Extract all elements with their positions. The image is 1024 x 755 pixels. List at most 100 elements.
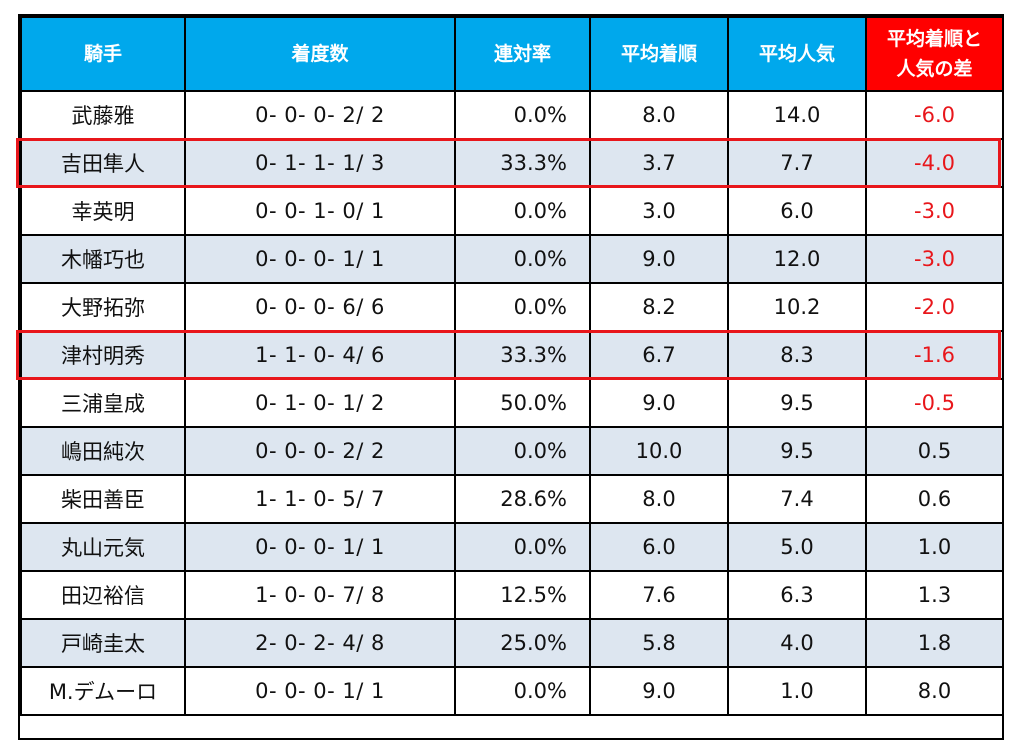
cell-record: 0- 0- 0- 2/ 2	[184, 426, 456, 476]
cell-avg-pop: 6.3	[727, 570, 867, 620]
header-diff-line1: 平均着順と	[886, 28, 982, 50]
cell-rank-pop-diff: -2.0	[865, 282, 1004, 332]
table-row: 嶋田純次 0- 0- 0- 2/ 2 0.0% 10.0 9.5 0.5	[20, 426, 1004, 476]
table-row: 柴田善臣 1- 1- 0- 5/ 7 28.6% 8.0 7.4 0.6	[20, 474, 1004, 524]
cell-rate: 0.0%	[454, 282, 591, 332]
cell-rate: 0.0%	[454, 90, 591, 140]
table-row: M.デムーロ 0- 0- 0- 1/ 1 0.0% 9.0 1.0 8.0	[20, 666, 1004, 716]
table-row: 三浦皇成 0- 1- 0- 1/ 2 50.0% 9.0 9.5 -0.5	[20, 378, 1004, 428]
cell-avg-rank: 6.0	[589, 522, 729, 572]
cell-rate: 25.0%	[454, 618, 591, 668]
table-row: 吉田隼人 0- 1- 1- 1/ 3 33.3% 3.7 7.7 -4.0	[20, 138, 1004, 188]
cell-avg-rank: 6.7	[589, 330, 729, 380]
cell-avg-pop: 7.7	[727, 138, 867, 188]
header-rank-pop-diff: 平均着順と 人気の差	[865, 16, 1004, 92]
cell-jockey: 柴田善臣	[20, 474, 186, 524]
table-row: 武藤雅 0- 0- 0- 2/ 2 0.0% 8.0 14.0 -6.0	[20, 90, 1004, 140]
cell-avg-rank: 9.0	[589, 234, 729, 284]
cell-avg-rank: 8.0	[589, 90, 729, 140]
cell-rate: 50.0%	[454, 378, 591, 428]
cell-rank-pop-diff: 1.8	[865, 618, 1004, 668]
cell-rate: 0.0%	[454, 426, 591, 476]
cell-avg-pop: 4.0	[727, 618, 867, 668]
cell-rank-pop-diff: 0.6	[865, 474, 1004, 524]
cell-rate: 0.0%	[454, 522, 591, 572]
table-row: 大野拓弥 0- 0- 0- 6/ 6 0.0% 8.2 10.2 -2.0	[20, 282, 1004, 332]
cell-avg-pop: 14.0	[727, 90, 867, 140]
cell-record: 0- 0- 1- 0/ 1	[184, 186, 456, 236]
table-row: 戸崎圭太 2- 0- 2- 4/ 8 25.0% 5.8 4.0 1.8	[20, 618, 1004, 668]
cell-rank-pop-diff: -0.5	[865, 378, 1004, 428]
cell-jockey: 丸山元気	[20, 522, 186, 572]
cell-rank-pop-diff: 1.3	[865, 570, 1004, 620]
header-record: 着度数	[184, 16, 456, 92]
cell-record: 0- 0- 0- 2/ 2	[184, 90, 456, 140]
cell-jockey: 嶋田純次	[20, 426, 186, 476]
cell-rate: 33.3%	[454, 330, 591, 380]
cell-avg-rank: 9.0	[589, 378, 729, 428]
cell-record: 0- 0- 0- 1/ 1	[184, 234, 456, 284]
cell-avg-rank: 8.2	[589, 282, 729, 332]
table-row: 津村明秀 1- 1- 0- 4/ 6 33.3% 6.7 8.3 -1.6	[20, 330, 1004, 380]
cell-avg-rank: 3.0	[589, 186, 729, 236]
header-rate: 連対率	[454, 16, 591, 92]
cell-rate: 0.0%	[454, 186, 591, 236]
cell-jockey: 吉田隼人	[20, 138, 186, 188]
cell-avg-pop: 8.3	[727, 330, 867, 380]
cell-avg-pop: 5.0	[727, 522, 867, 572]
cell-avg-rank: 3.7	[589, 138, 729, 188]
cell-rank-pop-diff: -3.0	[865, 234, 1004, 284]
cell-avg-pop: 7.4	[727, 474, 867, 524]
cell-avg-rank: 8.0	[589, 474, 729, 524]
cell-avg-pop: 12.0	[727, 234, 867, 284]
cell-record: 2- 0- 2- 4/ 8	[184, 618, 456, 668]
header-avg-pop: 平均人気	[727, 16, 867, 92]
table-row: 木幡巧也 0- 0- 0- 1/ 1 0.0% 9.0 12.0 -3.0	[20, 234, 1004, 284]
cell-record: 0- 0- 0- 1/ 1	[184, 522, 456, 572]
cell-rate: 12.5%	[454, 570, 591, 620]
cell-rank-pop-diff: -1.6	[865, 330, 1004, 380]
cell-avg-rank: 5.8	[589, 618, 729, 668]
cell-avg-pop: 9.5	[727, 378, 867, 428]
cell-rank-pop-diff: 0.5	[865, 426, 1004, 476]
cell-rate: 0.0%	[454, 234, 591, 284]
header-jockey: 騎手	[20, 16, 186, 92]
header-row: 騎手 着度数 連対率 平均着順 平均人気 平均着順と 人気の差	[20, 16, 1004, 92]
cell-jockey: 幸英明	[20, 186, 186, 236]
cell-rank-pop-diff: 8.0	[865, 666, 1004, 716]
cell-record: 0- 1- 1- 1/ 3	[184, 138, 456, 188]
table-row: 幸英明 0- 0- 1- 0/ 1 0.0% 3.0 6.0 -3.0	[20, 186, 1004, 236]
cell-jockey: 戸崎圭太	[20, 618, 186, 668]
cell-avg-pop: 10.2	[727, 282, 867, 332]
cell-jockey: 木幡巧也	[20, 234, 186, 284]
cell-jockey: 大野拓弥	[20, 282, 186, 332]
cell-rank-pop-diff: -4.0	[865, 138, 1004, 188]
cell-avg-pop: 9.5	[727, 426, 867, 476]
cell-rank-pop-diff: 1.0	[865, 522, 1004, 572]
cell-jockey: M.デムーロ	[20, 666, 186, 716]
table-row: 丸山元気 0- 0- 0- 1/ 1 0.0% 6.0 5.0 1.0	[20, 522, 1004, 572]
cell-record: 0- 0- 0- 6/ 6	[184, 282, 456, 332]
cell-avg-rank: 7.6	[589, 570, 729, 620]
cell-avg-rank: 10.0	[589, 426, 729, 476]
cell-record: 1- 0- 0- 7/ 8	[184, 570, 456, 620]
table-row: 田辺裕信 1- 0- 0- 7/ 8 12.5% 7.6 6.3 1.3	[20, 570, 1004, 620]
cell-avg-pop: 1.0	[727, 666, 867, 716]
jockey-stats-table: 騎手 着度数 連対率 平均着順 平均人気 平均着順と 人気の差 武藤雅 0- 0-…	[20, 16, 1004, 716]
cell-jockey: 武藤雅	[20, 90, 186, 140]
table-body: 武藤雅 0- 0- 0- 2/ 2 0.0% 8.0 14.0 -6.0 吉田隼人 0- 1-…	[20, 90, 1004, 716]
cell-rate: 0.0%	[454, 666, 591, 716]
cell-rate: 28.6%	[454, 474, 591, 524]
cell-record: 0- 0- 0- 1/ 1	[184, 666, 456, 716]
jockey-stats-table-frame: 騎手 着度数 連対率 平均着順 平均人気 平均着順と 人気の差 武藤雅 0- 0-…	[18, 14, 1004, 740]
header-diff-line2: 人気の差	[896, 58, 973, 80]
cell-jockey: 三浦皇成	[20, 378, 186, 428]
cell-rank-pop-diff: -6.0	[865, 90, 1004, 140]
cell-avg-rank: 9.0	[589, 666, 729, 716]
cell-record: 1- 1- 0- 4/ 6	[184, 330, 456, 380]
cell-avg-pop: 6.0	[727, 186, 867, 236]
cell-record: 0- 1- 0- 1/ 2	[184, 378, 456, 428]
cell-rank-pop-diff: -3.0	[865, 186, 1004, 236]
cell-rate: 33.3%	[454, 138, 591, 188]
cell-jockey: 田辺裕信	[20, 570, 186, 620]
